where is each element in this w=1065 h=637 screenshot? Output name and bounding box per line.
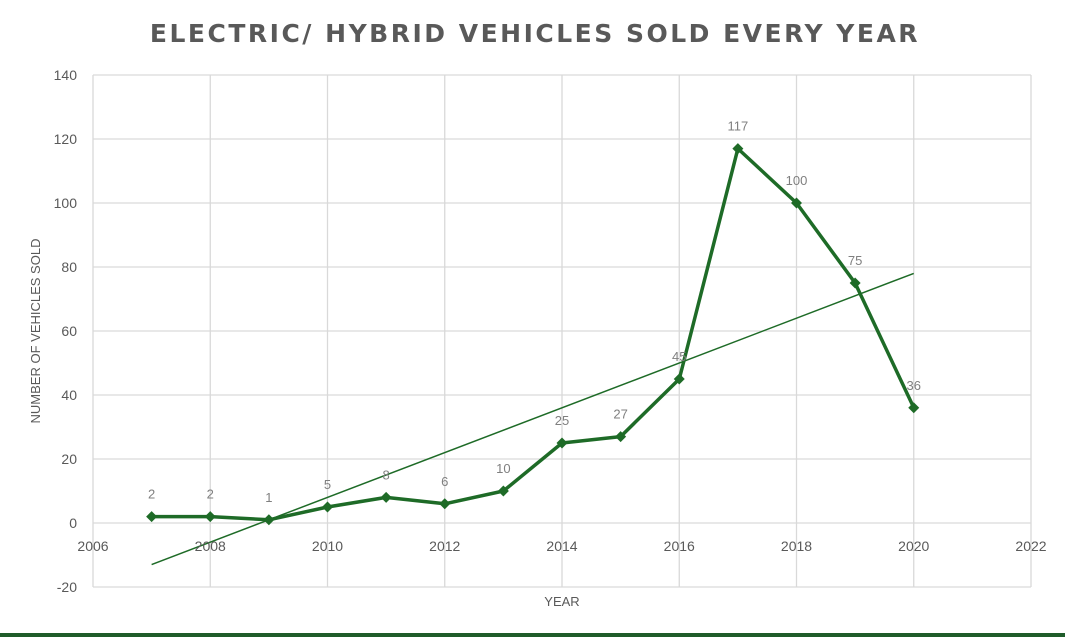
- y-tick-label: 100: [54, 195, 78, 211]
- data-point-marker: [204, 511, 216, 523]
- x-tick-label: 2014: [546, 538, 577, 554]
- y-tick-label: -20: [57, 579, 77, 595]
- y-axis-ticks: -20 0 20 40 60 80 100 120 140: [54, 67, 78, 595]
- y-tick-label: 80: [61, 259, 77, 275]
- data-point-marker: [908, 402, 920, 414]
- data-point-marker: [322, 501, 333, 513]
- data-label: 45: [672, 349, 686, 364]
- data-point-marker: [497, 485, 509, 497]
- x-tick-label: 2008: [195, 538, 226, 554]
- data-label: 117: [728, 119, 749, 134]
- bottom-accent-bar: [0, 633, 1065, 637]
- x-tick-label: 2020: [898, 538, 929, 554]
- data-label: 75: [848, 253, 862, 268]
- x-tick-label: 2010: [312, 538, 343, 554]
- x-tick-label: 2018: [781, 538, 812, 554]
- data-point-marker: [263, 514, 275, 526]
- data-point-marker: [791, 197, 802, 209]
- y-tick-label: 120: [54, 131, 78, 147]
- chart-title: ELECTRIC/ HYBRID VEHICLES SOLD EVERY YEA…: [150, 19, 920, 48]
- series-line: [151, 146, 916, 522]
- gridlines: [92, 74, 1032, 588]
- data-label: 2: [148, 487, 155, 502]
- data-label: 2: [207, 487, 214, 502]
- data-point-marker: [849, 277, 861, 289]
- y-tick-label: 0: [69, 515, 77, 531]
- data-label: 36: [907, 378, 921, 393]
- data-label: 10: [496, 461, 510, 476]
- data-point-marker: [556, 437, 568, 449]
- data-point-marker: [615, 431, 627, 443]
- y-tick-label: 20: [61, 451, 77, 467]
- x-tick-label: 2012: [429, 538, 460, 554]
- y-tick-label: 60: [61, 323, 77, 339]
- data-point-marker: [673, 373, 685, 385]
- x-axis-title: YEAR: [544, 594, 579, 609]
- x-tick-label: 2006: [77, 538, 108, 554]
- x-tick-label: 2022: [1015, 538, 1046, 554]
- data-label: 1: [265, 490, 272, 505]
- data-label: 25: [555, 413, 569, 428]
- x-axis-ticks: 2006 2008 2010 2012 2014 2016 2018 2020 2022: [77, 538, 1046, 554]
- y-tick-label: 40: [61, 387, 77, 403]
- y-tick-label: 140: [54, 67, 78, 83]
- data-point-marker: [732, 143, 744, 155]
- data-point-marker: [439, 498, 451, 510]
- data-label: 6: [441, 474, 448, 489]
- data-point-marker: [146, 511, 158, 523]
- data-label: 5: [324, 477, 331, 492]
- data-labels: 2 2 1 5 8 6 10 25 27 45 117 100 75 36: [148, 119, 921, 505]
- y-axis-title: NUMBER OF VEHICLES SOLD: [28, 239, 43, 424]
- data-point-marker: [380, 491, 392, 503]
- series-layer: [146, 143, 920, 526]
- data-label: 8: [383, 467, 390, 482]
- x-tick-label: 2016: [664, 538, 695, 554]
- data-label: 27: [613, 407, 627, 422]
- data-label: 100: [786, 173, 808, 188]
